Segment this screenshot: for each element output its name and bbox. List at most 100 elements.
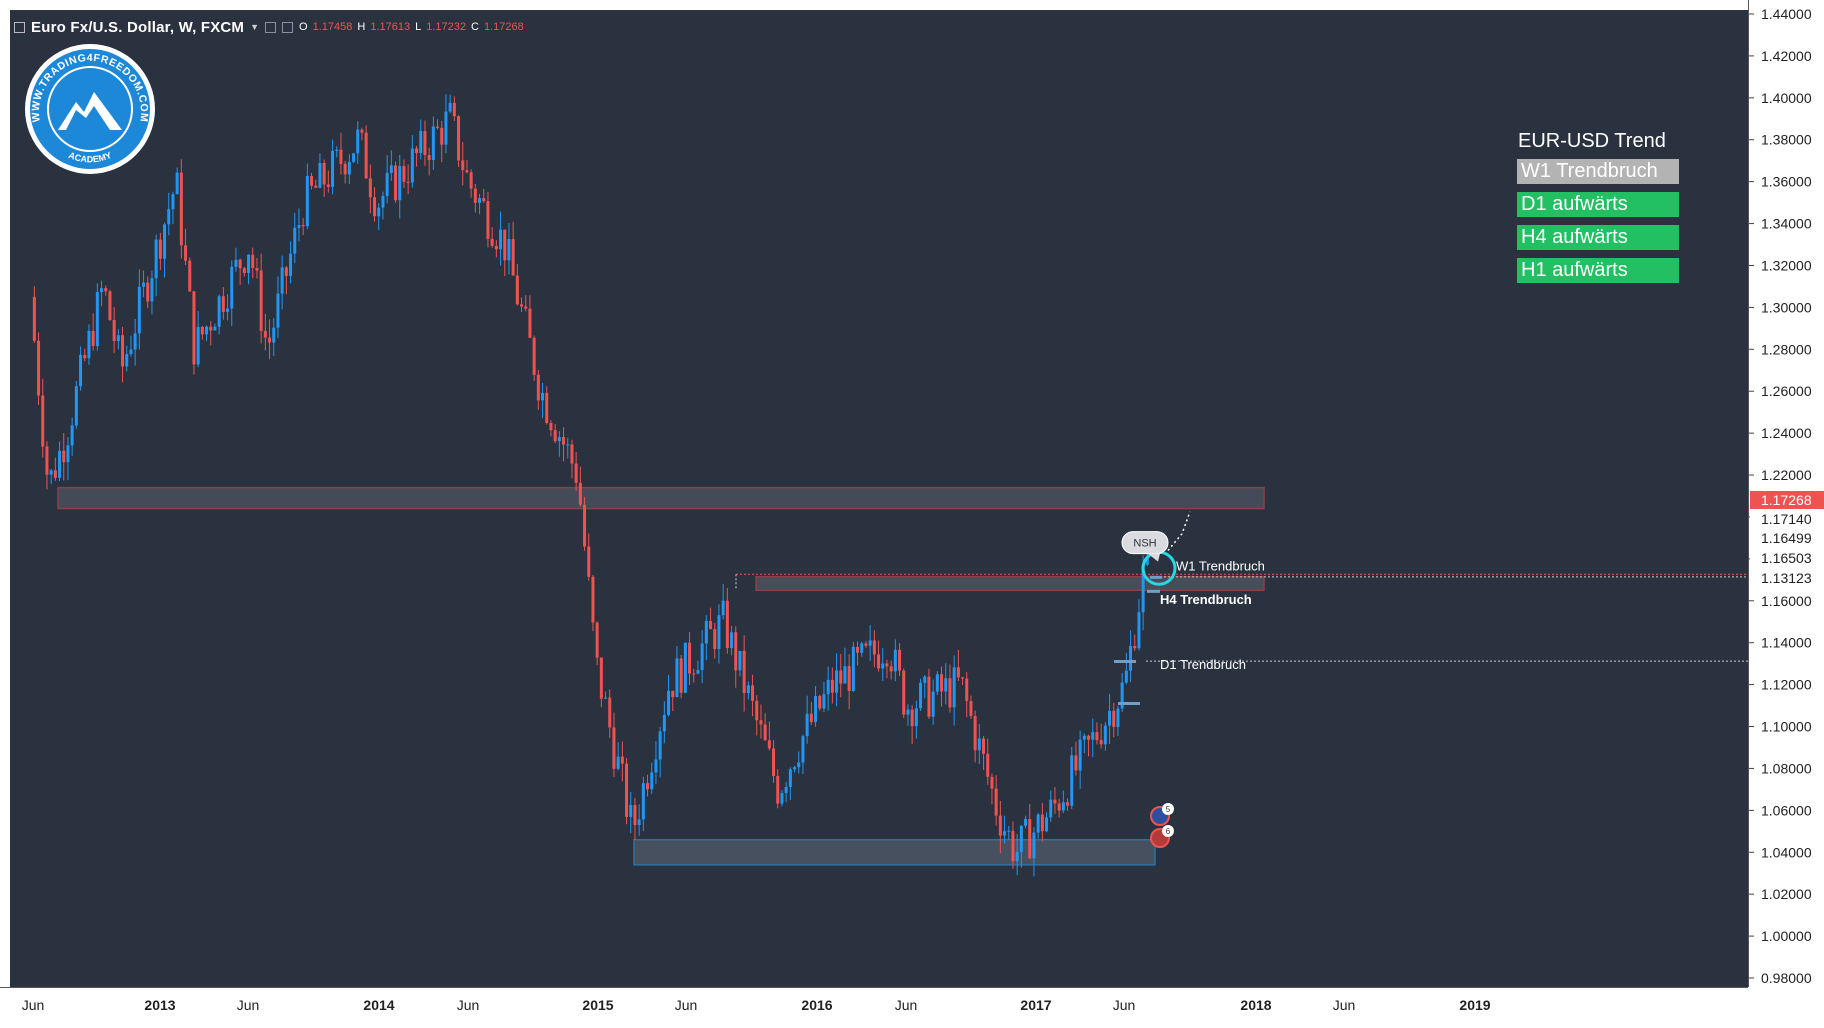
logo-academy-text: ACADEMY <box>67 150 113 164</box>
candle-body <box>167 209 171 225</box>
candle-body <box>326 184 330 187</box>
candle-body <box>881 663 885 669</box>
candle-body <box>1095 732 1099 741</box>
zone-resistance <box>57 486 1265 510</box>
time-axis[interactable]: Jun 2013 Jun 2014 Jun 2015 Jun 2016 Jun 2017 Jun 20… <box>0 987 1748 1023</box>
candle-body <box>1108 710 1112 726</box>
badge-count: 6 <box>1166 827 1171 836</box>
candle-body <box>549 423 553 431</box>
candle-body <box>847 666 851 691</box>
candle-body <box>1129 646 1133 671</box>
price-label: 1.34000 <box>1761 216 1812 232</box>
candle-body <box>935 674 939 692</box>
candle-body <box>671 690 675 698</box>
candle-body <box>889 666 893 672</box>
candle-body <box>41 395 45 447</box>
time-label: 2015 <box>582 997 613 1013</box>
candle-body <box>503 229 507 261</box>
price-label: 1.02000 <box>1761 886 1812 902</box>
price-label: 1.32000 <box>1761 257 1812 273</box>
candle-body <box>784 786 788 794</box>
candle-body <box>885 663 889 667</box>
candle-body <box>612 727 616 769</box>
candle-body <box>360 129 364 133</box>
candle-body <box>1091 732 1095 740</box>
current-price-label: 1.17268 <box>1761 492 1812 508</box>
candle-body <box>419 130 423 154</box>
candle-body <box>83 354 87 359</box>
time-label: 2018 <box>1240 997 1271 1013</box>
candle-body <box>1049 799 1053 818</box>
price-axis[interactable]: 1.44000 1.42000 1.40000 1.38000 1.36000 1.340… <box>1748 0 1824 987</box>
candle-body <box>898 649 902 671</box>
candle-body <box>469 172 473 189</box>
candle-body <box>116 335 120 342</box>
candle-body <box>49 470 53 475</box>
candle-body <box>994 788 998 816</box>
candle-body <box>746 685 750 694</box>
price-label: 1.36000 <box>1761 174 1812 190</box>
trend-row-h1: H1 aufwärts <box>1517 258 1679 283</box>
price-label: 1.38000 <box>1761 132 1812 148</box>
candle-body <box>499 229 503 250</box>
candle-body <box>1011 830 1015 862</box>
ohlc-low-label: L <box>415 21 422 33</box>
candle-body <box>322 162 326 185</box>
candle-body <box>268 337 272 343</box>
symbol-bar: Euro Fx/U.S. Dollar, W, FXCM ▼ O 1.17458… <box>14 17 524 37</box>
candle-body <box>822 694 826 709</box>
candle-body <box>343 163 347 175</box>
ohlc-close-label: C <box>470 21 479 33</box>
candle-body <box>587 546 591 577</box>
candle-body <box>776 775 780 804</box>
candle-body <box>683 642 687 693</box>
candle-body <box>1082 735 1086 740</box>
chart-plot-area[interactable]: NSH W1 Trendbruch H4 Trendbruch D1 Trendbru… <box>10 10 1748 987</box>
candle-body <box>53 470 57 478</box>
candle-body <box>192 291 196 365</box>
price-label: 1.42000 <box>1761 48 1812 64</box>
candle-body <box>1078 739 1082 771</box>
candle-body <box>1087 735 1091 740</box>
candle-body <box>650 772 654 790</box>
settings-icon[interactable] <box>282 21 294 33</box>
candle-body <box>137 286 141 334</box>
symbol-title[interactable]: Euro Fx/U.S. Dollar, W, FXCM <box>31 18 245 36</box>
candle-body <box>377 207 381 217</box>
badge-count-bg <box>1162 825 1174 837</box>
candle-body <box>150 278 154 302</box>
candles <box>32 94 1149 877</box>
candle-body <box>578 482 582 505</box>
candle-body <box>154 239 158 279</box>
candle-body <box>335 149 339 151</box>
candle-body <box>79 354 83 387</box>
candle-body <box>1116 708 1120 727</box>
candle-body <box>524 306 528 309</box>
candle-body <box>948 678 952 708</box>
ohlc-values: O 1.17458 H 1.17613 L 1.17232 C 1.17268 <box>299 21 524 33</box>
time-label: Jun <box>22 997 45 1013</box>
candle-body <box>133 333 137 350</box>
candle-body <box>125 354 129 367</box>
candle-body <box>725 600 729 649</box>
price-label: 1.40000 <box>1761 90 1812 106</box>
candle-body <box>440 127 444 145</box>
candle-body <box>272 327 276 343</box>
candle-body <box>188 260 192 292</box>
candle-body <box>87 330 91 359</box>
candle-body <box>213 326 217 331</box>
time-label: 2017 <box>1020 997 1051 1013</box>
candle-body <box>709 620 713 630</box>
chevron-down-icon[interactable]: ▼ <box>250 22 260 32</box>
candle-body <box>965 678 969 702</box>
ohlc-close-value: 1.17268 <box>483 21 524 33</box>
candle-body <box>856 646 860 653</box>
candle-body <box>1024 819 1028 826</box>
price-label: 1.26000 <box>1761 383 1812 399</box>
candle-body <box>511 238 515 276</box>
candle-body <box>482 198 486 202</box>
collapse-legend-icon[interactable] <box>14 21 25 33</box>
visibility-icon[interactable] <box>265 21 277 33</box>
candle-body <box>818 696 822 709</box>
